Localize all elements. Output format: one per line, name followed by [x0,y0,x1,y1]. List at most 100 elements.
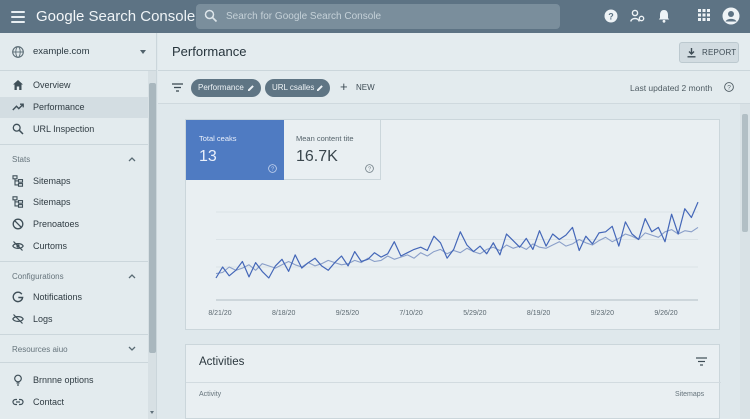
metric-value: 13 [199,148,217,166]
x-tick-label: 8/21/20 [208,310,231,317]
divider [0,144,148,145]
svg-text:?: ? [727,85,731,92]
section-header-resources[interactable]: Resources aiuo [0,341,148,359]
sidebar-item-label: Brnnne options [33,375,94,385]
search-icon [204,9,218,23]
filter-chip-label: URL csalles [272,83,314,92]
divider [0,334,148,335]
download-icon [686,47,697,58]
sidebar-item-curtoms[interactable]: Curtoms [0,236,148,257]
x-tick-label: 9/26/20 [654,310,677,317]
plus-icon: + [340,81,348,93]
help-outline-icon[interactable]: ? [724,82,734,92]
section-header-configurations[interactable]: Configurations [0,268,148,286]
main-content: Performance REPORT Performance URL csall… [158,33,750,419]
filter-chip-label: Performance [198,83,244,92]
visibility-off-icon [12,240,24,252]
chevron-up-icon[interactable] [128,156,136,162]
sidebar-item-performance[interactable]: Performance [0,97,148,118]
main-scrollbar[interactable] [740,104,750,419]
filter-bar: Performance URL csalles + NEW Last updat… [158,71,750,104]
page-title: Performance [172,44,246,59]
blocked-icon [12,218,24,230]
column-header-activity: Activity [199,391,221,398]
search-input[interactable] [226,8,546,25]
x-tick-label: 5/29/20 [463,310,486,317]
search-box[interactable] [196,4,560,29]
x-tick-label: 8/18/20 [272,310,295,317]
search-icon [12,123,24,135]
logs-icon [12,313,24,325]
top-app-bar: Google Search Console ? [0,0,750,33]
dropdown-caret-icon [140,50,146,54]
manage-users-icon[interactable] [630,9,645,23]
sidebar-scrollbar-thumb[interactable] [149,83,156,353]
sidebar-item-label: Performance [33,102,85,112]
sidebar-scrollbar[interactable] [148,71,157,419]
help-outline-icon[interactable]: ? [365,164,374,173]
chevron-down-icon[interactable] [128,346,136,352]
sidebar-item-notifications[interactable]: Notifications [0,287,148,308]
divider [0,261,148,262]
edit-pencil-icon[interactable] [247,84,255,92]
sidebar-item-label: Notifications [33,292,82,302]
main-scrollbar-thumb[interactable] [742,114,748,232]
brand-product: Search Console [89,8,196,25]
x-tick-label: 7/10/20 [399,310,422,317]
metric-tile-total[interactable]: Total ceaks 13 ? [186,120,284,180]
divider [0,362,148,363]
sidebar-item-overview[interactable]: Overview [0,75,148,96]
sidebar-item-label: Curtoms [33,241,67,251]
last-updated-text: Last updated 2 month [630,83,712,93]
performance-line-chart: 8/21/20 8/18/20 9/25/20 7/10/20 5/29/20 8/19/… [186,180,719,330]
notifications-bell-icon[interactable] [658,9,670,23]
filter-chip-url[interactable]: URL csalles [265,79,330,97]
sidebar-item-prenoatoes[interactable]: Prenoatoes [0,214,148,235]
property-selector[interactable]: example.com [0,33,157,71]
edit-pencil-icon[interactable] [316,84,324,92]
account-avatar-icon[interactable] [722,7,740,25]
column-header-sitemaps: Sitemaps [675,391,704,398]
trending-icon [12,101,24,113]
sidebar: example.com Overview Performance URL Ins… [0,33,157,419]
brand-google: Google [36,8,84,25]
g-icon [12,291,24,303]
sidebar-item-logs[interactable]: Logs [0,309,148,330]
metric-tile-mean[interactable]: Mean content tite 16.7K ? [284,120,381,180]
link-icon [12,396,24,408]
divider [186,382,721,383]
metric-value: 16.7K [296,148,338,166]
filter-icon[interactable] [172,83,183,92]
help-outline-icon[interactable]: ? [268,164,277,173]
sidebar-item-sitemaps[interactable]: Sitemaps [0,171,148,192]
sidebar-item-label: Logs [33,314,53,324]
scroll-down-arrow-icon[interactable] [150,411,154,414]
sidebar-item-label: Sitemaps [33,197,71,207]
section-header-stats[interactable]: Stats [0,151,148,169]
home-icon [12,79,24,91]
globe-icon [12,46,24,58]
report-button[interactable]: REPORT [679,42,739,63]
performance-chart-card: Total ceaks 13 ? Mean content tite 16.7K… [185,119,720,330]
sidebar-item-url-inspection[interactable]: URL Inspection [0,119,148,140]
filter-chip-performance[interactable]: Performance [191,79,261,97]
chevron-up-icon[interactable] [128,273,136,279]
svg-text:?: ? [368,167,371,173]
apps-grid-icon[interactable] [698,9,710,21]
sidebar-item-contact[interactable]: Contact [0,392,148,413]
new-filter-label: NEW [356,83,375,92]
help-icon[interactable]: ? [604,9,618,23]
metric-label: Total ceaks [199,134,237,143]
sidebar-item-brnnne-options[interactable]: Brnnne options [0,370,148,391]
new-filter-button[interactable]: + NEW [340,81,380,95]
property-name: example.com [33,46,90,57]
activities-card: Activities Activity Sitemaps [185,344,720,419]
sidebar-item-sitemaps-2[interactable]: Sitemaps [0,192,148,213]
hamburger-menu-icon[interactable] [11,9,25,23]
bulb-icon [12,374,24,386]
app-title[interactable]: Google Search Console [36,8,195,25]
report-button-label: REPORT [702,48,736,57]
sitemap-icon [12,175,24,187]
filter-icon[interactable] [696,357,707,366]
sidebar-item-label: Overview [33,80,71,90]
